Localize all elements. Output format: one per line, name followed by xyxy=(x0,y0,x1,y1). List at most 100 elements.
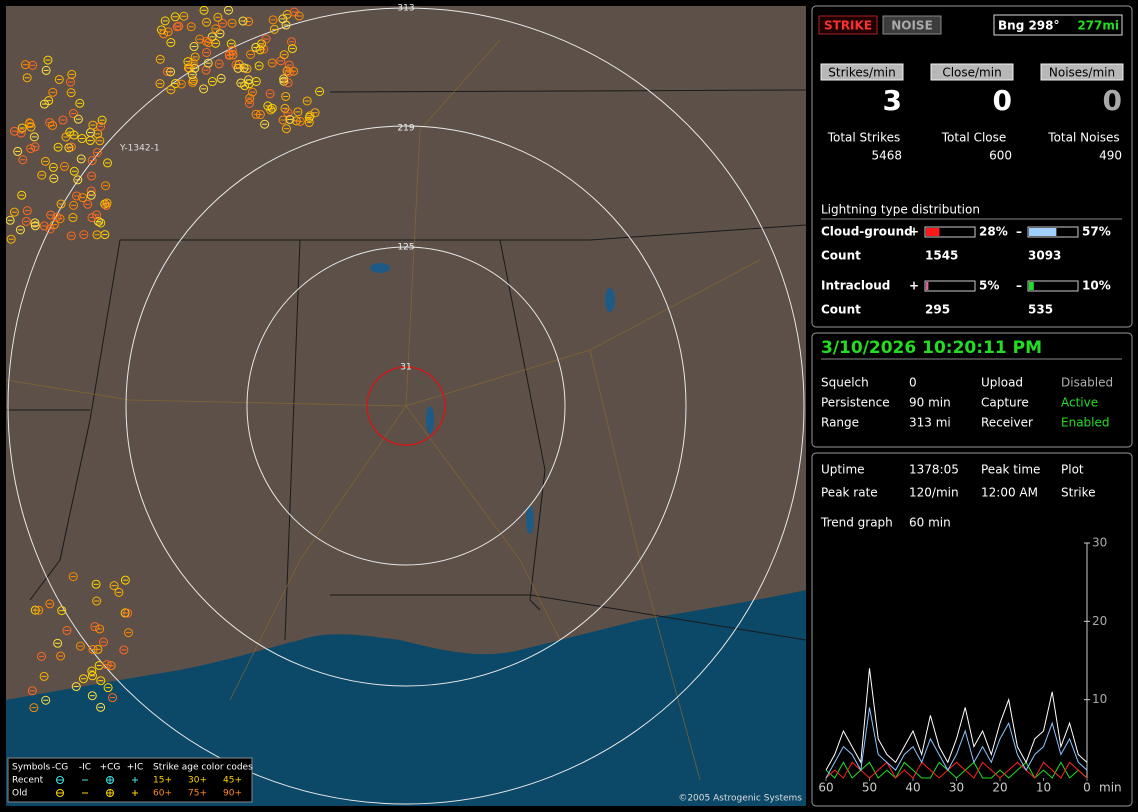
strike-symbol xyxy=(90,622,100,632)
rate-button[interactable] xyxy=(1040,63,1124,81)
strike-symbol xyxy=(279,50,289,60)
type-name: Cloud-ground xyxy=(821,225,913,239)
strike-symbol xyxy=(179,11,189,21)
strike-symbol xyxy=(106,661,116,671)
strike-symbol xyxy=(53,638,63,648)
strike-symbol xyxy=(213,12,223,22)
strike-symbol xyxy=(48,121,58,131)
distance: 277mi xyxy=(1077,19,1119,33)
strike-symbol xyxy=(43,55,53,65)
legend-symbol xyxy=(106,776,114,784)
rate-value: 0 xyxy=(1103,84,1122,117)
rate-button[interactable] xyxy=(930,63,1014,81)
strike-symbol xyxy=(53,142,63,152)
strike-symbol xyxy=(238,16,248,26)
strike-symbol xyxy=(39,99,49,109)
sign: + xyxy=(909,225,919,239)
datetime: 3/10/2026 10:20:11 PM xyxy=(821,338,1042,358)
strike-symbol xyxy=(202,17,212,27)
strike-symbol xyxy=(16,128,26,138)
sign: + xyxy=(909,279,919,293)
total-label: Total Strikes xyxy=(827,131,901,145)
strike-symbol xyxy=(79,230,89,240)
total-value: 5468 xyxy=(871,149,902,163)
panel xyxy=(811,452,1133,807)
total-value: 600 xyxy=(989,149,1012,163)
strike-symbol xyxy=(13,146,23,156)
panel xyxy=(811,332,1133,448)
percent-label: 5% xyxy=(979,279,999,293)
strike-symbol xyxy=(227,18,237,28)
strike-symbol xyxy=(287,37,297,47)
bearing-box xyxy=(993,14,1123,36)
status-cell: Squelch xyxy=(821,376,869,390)
strike-symbol xyxy=(160,16,170,26)
strike-symbol xyxy=(26,144,36,154)
strike-symbol xyxy=(245,93,255,103)
count: 1545 xyxy=(925,249,958,263)
strike-symbol xyxy=(284,67,294,77)
strike-symbol xyxy=(87,691,97,701)
strike-symbol xyxy=(166,67,176,77)
strike-symbol xyxy=(265,89,275,99)
strike-symbol xyxy=(123,608,133,618)
legend-age: 60+ xyxy=(153,789,172,799)
strike-symbol xyxy=(92,596,102,606)
stat-cell: 1378:05 xyxy=(909,463,959,477)
total-label: Total Close xyxy=(941,131,1007,145)
strike-symbol xyxy=(257,39,267,49)
strike-symbol xyxy=(54,75,64,85)
stat-cell: 60 min xyxy=(909,516,951,530)
strike-symbol xyxy=(293,107,303,117)
strike-symbol xyxy=(155,54,165,64)
strike-symbol xyxy=(190,52,200,62)
trend-line xyxy=(825,707,1088,779)
legend-row: Old xyxy=(12,789,27,799)
strike-button[interactable] xyxy=(818,15,878,35)
strike-symbol xyxy=(159,29,169,39)
strike-symbol xyxy=(73,114,83,124)
strike-symbol xyxy=(203,58,213,68)
status-cell: Disabled xyxy=(1061,376,1113,390)
strike-symbol xyxy=(226,39,236,49)
strike-symbol xyxy=(30,142,40,152)
strike-symbol xyxy=(29,132,39,142)
strike-symbol xyxy=(45,224,55,234)
percent-label: 57% xyxy=(1082,225,1111,239)
strike-symbol xyxy=(17,190,27,200)
legend-box xyxy=(7,757,253,803)
strike-symbol xyxy=(83,199,93,209)
strike-symbol xyxy=(291,116,301,126)
status-cell: Persistence xyxy=(821,396,890,410)
strike-symbol xyxy=(202,48,212,58)
strike-symbol xyxy=(259,44,269,54)
strike-symbol xyxy=(86,190,96,200)
strike-symbol xyxy=(186,22,196,32)
strike-symbol xyxy=(18,155,28,165)
strike-symbol xyxy=(188,58,198,68)
strike-symbol xyxy=(21,216,31,226)
strike-symbol xyxy=(69,166,79,176)
strike-symbol xyxy=(27,686,37,696)
noise-button[interactable] xyxy=(882,15,942,35)
strike-symbol xyxy=(211,24,221,34)
x-tick-label: 0 xyxy=(1083,781,1091,795)
map-label: Y-1342-1 xyxy=(119,144,160,154)
strike-symbol xyxy=(123,628,133,638)
strike-symbol xyxy=(207,77,217,87)
strike-symbol xyxy=(46,210,56,220)
strike-symbol xyxy=(87,156,97,166)
percent-bar xyxy=(926,282,929,290)
x-tick-label: 60 xyxy=(818,781,833,795)
strike-symbol xyxy=(30,221,40,231)
strike-symbol xyxy=(310,108,320,118)
rate-label: Strikes/min xyxy=(828,66,895,80)
strike-symbol xyxy=(304,112,314,122)
strike-symbol xyxy=(39,671,49,681)
strike-symbol xyxy=(224,50,234,60)
y-tick-label: 20 xyxy=(1092,614,1107,628)
strike-symbol xyxy=(92,147,102,157)
rate-button[interactable] xyxy=(820,63,904,81)
strike-symbol xyxy=(56,651,66,661)
strike-symbol xyxy=(66,142,76,152)
